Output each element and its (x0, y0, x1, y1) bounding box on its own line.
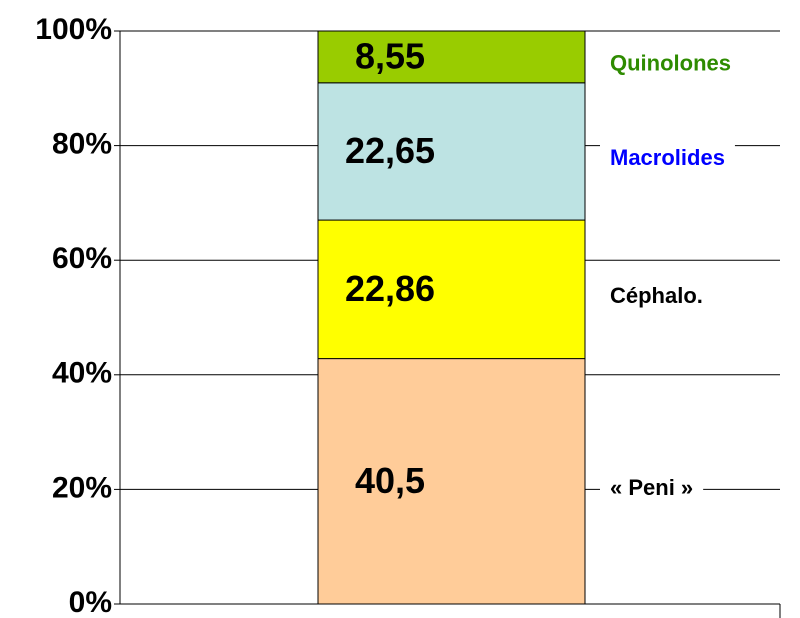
y-tick-label: 0% (69, 586, 112, 618)
legend-label: Macrolides (610, 145, 725, 170)
bar-segment (317, 30, 586, 84)
legend-label: « Peni » (610, 475, 693, 500)
value-label: 40,5 (355, 460, 425, 501)
value-label: 22,86 (345, 268, 435, 309)
legend-background (600, 44, 741, 82)
bar-segment (317, 358, 586, 605)
y-tick-label: 100% (35, 13, 112, 46)
legend-label: Céphalo. (610, 283, 703, 308)
legend-background (600, 277, 713, 315)
legend-background (600, 469, 704, 507)
y-tick-label: 40% (52, 357, 112, 390)
value-label: 8,55 (355, 35, 425, 76)
bar-segment (317, 82, 586, 221)
bar-segment (317, 219, 586, 360)
y-tick-label: 60% (52, 242, 112, 275)
legend-background (600, 139, 735, 177)
legend-label: Quinolones (610, 51, 731, 76)
y-tick-label: 20% (52, 471, 112, 504)
y-tick-label: 80% (52, 128, 112, 161)
value-label: 22,65 (345, 130, 435, 171)
